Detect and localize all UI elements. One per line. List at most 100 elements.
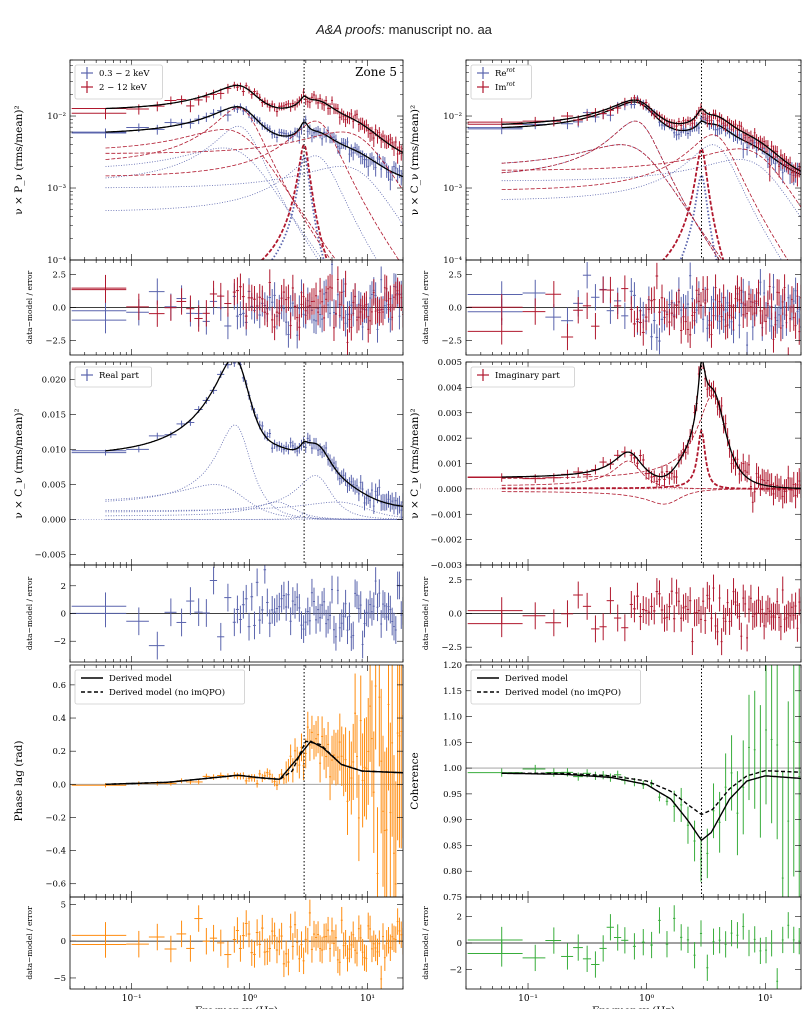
- data-series: [467, 665, 801, 897]
- legend-superscript: rot: [506, 81, 515, 88]
- legend-label: Derived model: [505, 674, 568, 684]
- plot-frame: [465, 896, 802, 990]
- component-curve: [105, 155, 378, 260]
- model-curve: [105, 84, 403, 153]
- plot-frame: [69, 896, 404, 990]
- y-tick-label: 1.00: [443, 764, 462, 774]
- y-axis-label-text: data−model / error: [421, 906, 430, 980]
- residual-series: [71, 565, 403, 660]
- y-tick-label: −0.002: [431, 536, 462, 546]
- component-curve: [501, 144, 782, 260]
- y-axis-label-text: data−model / error: [25, 906, 34, 980]
- residual-series: [71, 899, 403, 989]
- component-curve: [105, 165, 403, 225]
- y-axis-label: Coherence: [409, 752, 421, 809]
- model-components: [501, 120, 801, 260]
- panel-coherence: 0.75 0.80 0.85 0.90 0.95 1.00 1.05 1.10 1.15 1.20…: [409, 661, 802, 903]
- y-tick-label: 0.4: [52, 714, 66, 724]
- journal-name: A&A proofs:: [316, 22, 385, 37]
- panel-real-resid: 2 0 −2 data−model / error: [25, 564, 404, 663]
- model-curve: [501, 772, 801, 841]
- legend-label: Re: [495, 69, 506, 79]
- y-tick-label: −2: [53, 637, 66, 647]
- plot-frame: [465, 259, 802, 356]
- y-tick-label: 1.15: [443, 687, 462, 697]
- panel-lag-resid: 5 0 −5 10⁻¹ 10⁰ 10¹ Frequency (Hz) data−model /…: [25, 896, 404, 1009]
- x-tick-label: 10¹: [360, 994, 375, 1004]
- y-tick-label: 0: [61, 937, 66, 947]
- x-tick-label: 10¹: [758, 994, 773, 1004]
- plot-frame: [465, 564, 802, 663]
- panel-imag-resid: 2.5 0.0 −2.5 data−model / error: [421, 564, 802, 663]
- y-tick-label: −0.003: [431, 561, 462, 571]
- component-curve: [105, 147, 323, 260]
- y-tick-label: 10⁻²: [443, 112, 462, 122]
- y-tick-label: 0.015: [42, 411, 66, 421]
- plot-frame: [465, 361, 802, 566]
- page-header: A&A proofs: manuscript no. aa: [0, 22, 808, 37]
- y-tick-label: −2.5: [441, 643, 462, 653]
- y-tick-label: 0.90: [443, 816, 462, 826]
- y-tick-label: 0.005: [438, 358, 462, 368]
- y-tick-label: −2.5: [45, 336, 66, 346]
- y-tick-label: 10⁻²: [47, 112, 66, 122]
- plot-frame: [69, 259, 404, 356]
- model-components: [105, 424, 403, 520]
- legend-label: Derived model: [109, 674, 172, 684]
- legend-label: Imaginary part: [495, 371, 560, 381]
- y-tick-label: 1.20: [443, 661, 462, 671]
- component-curve: [501, 148, 801, 208]
- legend-label: Real part: [99, 371, 139, 381]
- legend-box: [74, 669, 246, 705]
- panel-imag: −0.003 −0.002 −0.001 0.000 0.001 0.002 0.003 0.…: [409, 358, 802, 571]
- y-axis-label: ν × C_ν (rms/mean)²: [13, 408, 25, 518]
- x-axis-label: Frequency (Hz): [195, 1005, 278, 1009]
- legend-label: Im: [495, 83, 506, 93]
- y-tick-label: 0.005: [42, 481, 66, 491]
- legend-label: Derived model (no imQPO): [505, 687, 621, 698]
- y-tick-label: 10⁻⁴: [47, 256, 66, 266]
- y-axis-label: ν × C_ν (rms/mean)²: [409, 408, 421, 518]
- component-curve: [105, 501, 403, 518]
- model-components: [105, 107, 403, 260]
- y-tick-label: −0.2: [45, 813, 66, 823]
- model-curve: [105, 106, 403, 178]
- y-tick-label: 1.10: [443, 713, 462, 723]
- y-tick-label: 0.0: [52, 780, 66, 790]
- y-tick-label: 2: [61, 582, 66, 592]
- y-axis-label: Phase lag (rad): [13, 741, 25, 822]
- y-tick-label: 0.001: [438, 460, 462, 470]
- component-curve: [501, 120, 720, 260]
- component-curve: [105, 129, 337, 260]
- y-tick-label: 0.000: [42, 516, 66, 526]
- y-tick-label: 0.004: [438, 383, 462, 393]
- y-tick-label: 1.05: [443, 738, 462, 748]
- component-curve: [105, 424, 403, 520]
- y-tick-label: −5: [53, 974, 66, 984]
- x-axis-label: Frequency (Hz): [592, 1005, 675, 1009]
- component-curve: [105, 131, 403, 191]
- y-axis-label-text: data−model / error: [25, 270, 34, 344]
- y-tick-label: 0.85: [443, 841, 462, 851]
- y-tick-label: 0.010: [42, 446, 66, 456]
- y-tick-label: 10⁻³: [443, 184, 462, 194]
- model-curve: [501, 362, 801, 489]
- y-tick-label: 10⁻³: [47, 184, 66, 194]
- model-curve: [105, 362, 403, 507]
- panel-real: −0.005 0.000 0.005 0.010 0.015 0.020 ν × C_ν (…: [13, 361, 404, 566]
- component-curve: [501, 488, 801, 505]
- legend: 0.3 − 2 keV 2 − 12 keV: [74, 64, 163, 100]
- y-tick-label: 0.0: [448, 610, 462, 620]
- y-tick-label: −0.001: [431, 510, 462, 520]
- panel-cross-resid: 2.5 0.0 −2.5 data−model / error: [421, 259, 802, 356]
- y-axis-label: ν × C_ν (rms/mean)²: [409, 105, 421, 215]
- y-axis-label: data−model / error: [421, 270, 430, 344]
- y-tick-label: 0.000: [438, 485, 462, 495]
- x-tick-label: 10⁻¹: [518, 994, 538, 1004]
- component-curve: [105, 512, 403, 520]
- y-tick-label: 10⁻⁴: [443, 256, 462, 266]
- legend: Derived model Derived model (no imQPO): [470, 669, 642, 705]
